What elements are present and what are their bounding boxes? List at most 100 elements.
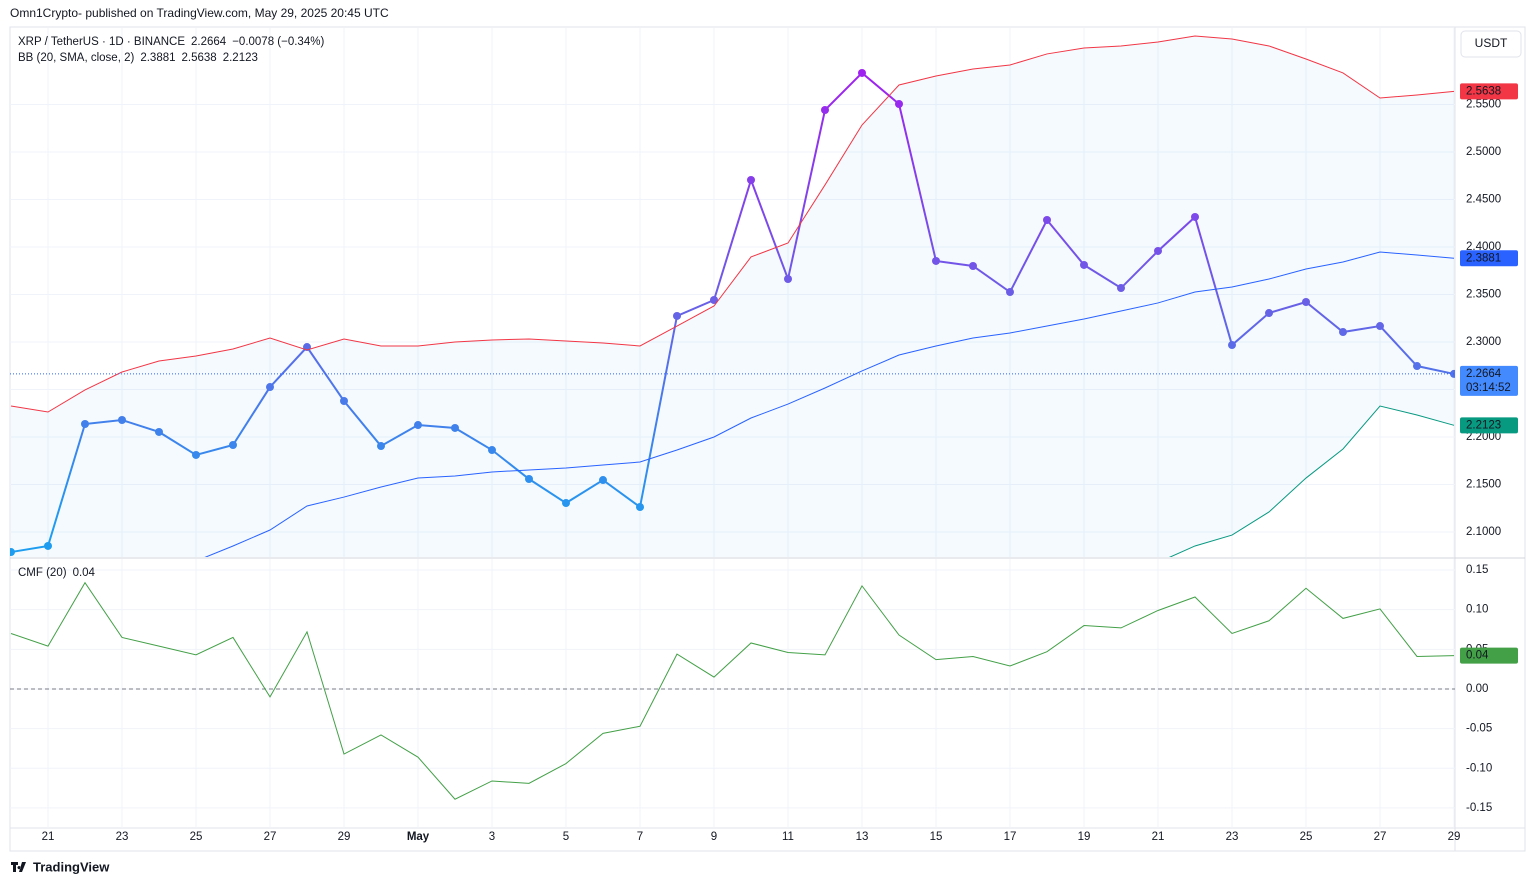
marker	[969, 261, 977, 270]
x-tick-label: 27	[264, 831, 277, 843]
y-tick-label: 2.4000	[1466, 241, 1501, 253]
marker	[710, 296, 718, 305]
marker	[821, 105, 829, 114]
x-tick-label: 17	[1004, 831, 1017, 843]
marker	[1080, 260, 1088, 269]
x-tick-label: 27	[1374, 831, 1387, 843]
line	[204, 251, 1455, 557]
currency[interactable]: USDT	[1475, 36, 1508, 50]
x-tick-label: 19	[1078, 831, 1091, 843]
y-tick-label: 2.5000	[1466, 146, 1501, 158]
legend-change: −0.0078 (−0.34%)	[232, 36, 324, 48]
marker	[229, 440, 237, 449]
marker	[1265, 309, 1273, 318]
x-tick-label: 13	[856, 831, 869, 843]
price-tag	[1460, 365, 1518, 396]
marker	[451, 423, 459, 432]
y-tick-label: 2.2000	[1466, 431, 1501, 443]
x-tick-label: 25	[1300, 831, 1313, 843]
marker	[858, 68, 866, 77]
price-tag-label: 0.04	[1466, 650, 1489, 662]
line	[1168, 405, 1455, 557]
band-fill	[11, 35, 1454, 557]
legend-title: CMF (20)	[18, 567, 67, 579]
marker	[932, 256, 940, 265]
y-tick-label: 0.10	[1466, 604, 1488, 616]
marker	[1302, 298, 1310, 307]
x-tick-label: 15	[930, 831, 943, 843]
price-tag-label: 2.5638	[1466, 85, 1501, 97]
y-tick-label: 2.1000	[1466, 526, 1501, 538]
line	[10, 35, 1455, 413]
marker	[1117, 284, 1125, 293]
legend-value: 2.2123	[223, 52, 258, 64]
price-tag	[1460, 250, 1518, 267]
price-tag-label: 2.2664	[1466, 368, 1502, 380]
header: Omn1Crypto- published on TradingView.com…	[10, 6, 389, 20]
marker	[747, 176, 755, 185]
footer-logo	[11, 862, 26, 872]
marker	[1191, 212, 1199, 221]
legend-value: 2.5638	[182, 52, 217, 64]
y-tick-label: 2.4500	[1466, 194, 1501, 206]
marker	[636, 503, 644, 512]
x-tick-label: 25	[190, 831, 203, 843]
marker	[599, 476, 607, 485]
x-tick-label: 29	[1448, 831, 1461, 843]
line	[10, 581, 1455, 800]
x-tick-label: 21	[42, 831, 55, 843]
marker	[1450, 369, 1455, 378]
y-tick-label: 2.1500	[1466, 479, 1501, 491]
marker	[81, 419, 89, 428]
marker	[10, 548, 15, 557]
marker	[118, 415, 126, 424]
marker	[1413, 362, 1421, 371]
legend-indicator: BB (20, SMA, close, 2)	[18, 52, 134, 64]
x-tick-label: 23	[1226, 831, 1239, 843]
plot	[10, 581, 1455, 800]
countdown: 03:14:52	[1466, 382, 1511, 394]
price-tag	[1460, 83, 1518, 100]
plot	[10, 35, 1455, 557]
y-tick-label: 2.5500	[1466, 99, 1501, 111]
y-tick-label: 2.3000	[1466, 336, 1501, 348]
x-tick-label: 21	[1152, 831, 1165, 843]
legend-value: 2.3881	[140, 52, 175, 64]
y-tick-label: 2.3500	[1466, 289, 1501, 301]
legend-title: XRP / TetherUS · 1D · BINANCE	[18, 36, 185, 48]
x-tick-label: 7	[637, 831, 643, 843]
marker	[377, 442, 385, 451]
price-tag	[1460, 647, 1518, 664]
price-line	[10, 71, 1455, 554]
marker	[340, 396, 348, 405]
price-tag	[1460, 417, 1518, 434]
marker	[1228, 341, 1236, 350]
marker	[1006, 288, 1014, 297]
marker	[414, 421, 422, 430]
marker	[1154, 246, 1162, 255]
marker	[192, 450, 200, 459]
currency-button[interactable]	[1460, 30, 1522, 58]
x-tick-label: 9	[711, 831, 717, 843]
marker	[895, 100, 903, 109]
marker	[155, 427, 163, 436]
footer: TradingView	[33, 859, 110, 874]
x-tick-label: 3	[489, 831, 495, 843]
x-tick-label: 23	[116, 831, 129, 843]
y-tick-label: -0.15	[1466, 802, 1492, 814]
marker	[44, 541, 52, 550]
y-tick-label: -0.05	[1466, 723, 1492, 735]
y-tick-label: -0.10	[1466, 762, 1492, 774]
marker	[1043, 216, 1051, 225]
x-tick-label: May	[407, 831, 430, 843]
x-tick-label: 11	[782, 831, 794, 843]
price-tag-label: 2.2123	[1466, 419, 1501, 431]
marker	[1376, 322, 1384, 331]
marker	[784, 275, 792, 284]
legend-value: 0.04	[73, 567, 96, 579]
marker	[488, 446, 496, 455]
price-tag-label: 2.3881	[1466, 252, 1501, 264]
frame	[9, 26, 1526, 852]
